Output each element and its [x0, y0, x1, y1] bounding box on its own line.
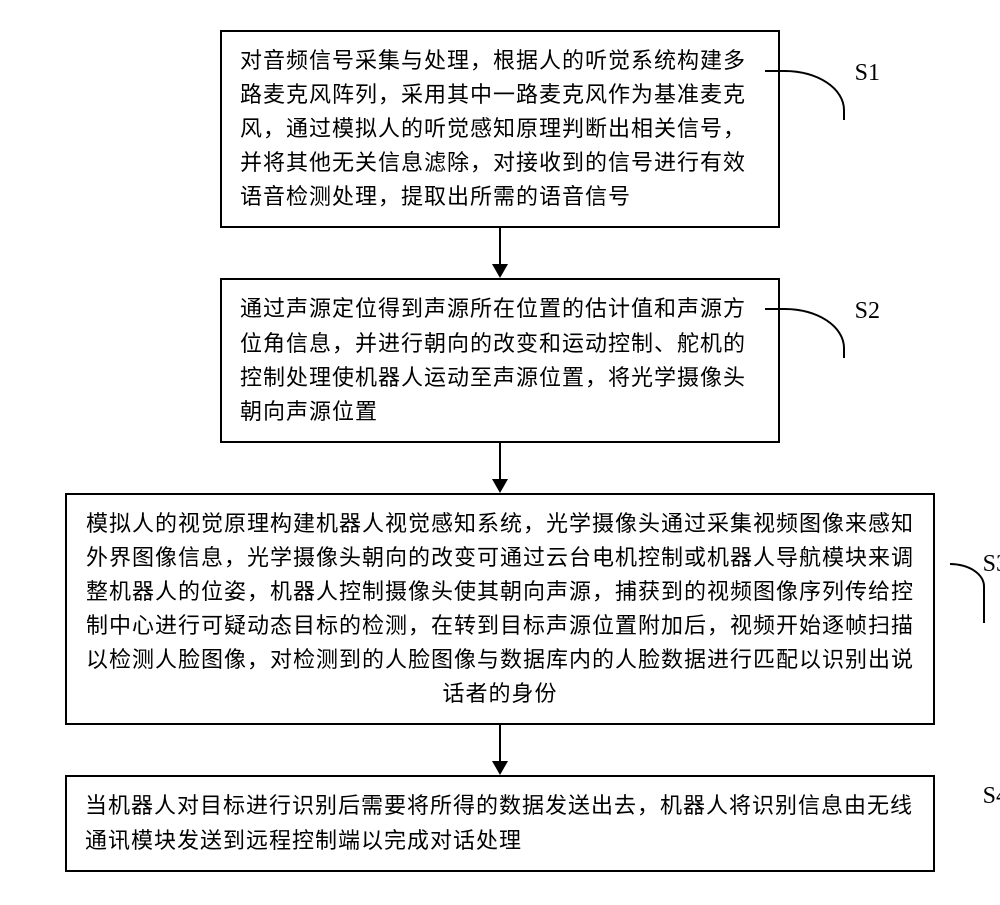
step-text-s1: 对音频信号采集与处理，根据人的听觉系统构建多路麦克风阵列，采用其中一路麦克风作为… — [240, 48, 746, 209]
step-label-s1: S1 — [855, 60, 880, 87]
step-box-s1: 对音频信号采集与处理，根据人的听觉系统构建多路麦克风阵列，采用其中一路麦克风作为… — [220, 30, 780, 228]
arrow-head-3 — [492, 761, 508, 775]
step-text-s4: 当机器人对目标进行识别后需要将所得的数据发送出去，机器人将识别信息由无线通讯模块… — [85, 793, 913, 852]
arrow-s3-s4 — [0, 725, 1000, 775]
arrow-head-2 — [492, 479, 508, 493]
arrow-s2-s3 — [0, 443, 1000, 493]
step-text-s2: 通过声源定位得到声源所在位置的估计值和声源方位角信息，并进行朝向的改变和运动控制… — [240, 296, 746, 423]
arrow-s1-s2 — [0, 228, 1000, 278]
step-row-s1: 对音频信号采集与处理，根据人的听觉系统构建多路麦克风阵列，采用其中一路麦克风作为… — [0, 30, 1000, 228]
step-text-s3: 模拟人的视觉原理构建机器人视觉感知系统，光学摄像头通过采集视频图像来感知外界图像… — [86, 511, 914, 706]
step-label-s4: S4 — [983, 783, 1000, 810]
step-row-s2: 通过声源定位得到声源所在位置的估计值和声源方位角信息，并进行朝向的改变和运动控制… — [0, 278, 1000, 442]
step-box-s3: 模拟人的视觉原理构建机器人视觉感知系统，光学摄像头通过采集视频图像来感知外界图像… — [65, 493, 935, 726]
arrow-line-3 — [499, 725, 501, 761]
step-label-s2: S2 — [855, 298, 880, 325]
step-row-s4: 当机器人对目标进行识别后需要将所得的数据发送出去，机器人将识别信息由无线通讯模块… — [0, 775, 1000, 871]
step-label-s3: S3 — [983, 551, 1000, 578]
leader-s1 — [765, 70, 845, 120]
leader-s2 — [765, 308, 845, 358]
leader-s3 — [950, 563, 985, 623]
arrow-head-1 — [492, 264, 508, 278]
step-box-s4: 当机器人对目标进行识别后需要将所得的数据发送出去，机器人将识别信息由无线通讯模块… — [65, 775, 935, 871]
step-row-s3: 模拟人的视觉原理构建机器人视觉感知系统，光学摄像头通过采集视频图像来感知外界图像… — [0, 493, 1000, 726]
arrow-line-1 — [499, 228, 501, 264]
step-box-s2: 通过声源定位得到声源所在位置的估计值和声源方位角信息，并进行朝向的改变和运动控制… — [220, 278, 780, 442]
arrow-line-2 — [499, 443, 501, 479]
flowchart-container: 对音频信号采集与处理，根据人的听觉系统构建多路麦克风阵列，采用其中一路麦克风作为… — [0, 0, 1000, 872]
